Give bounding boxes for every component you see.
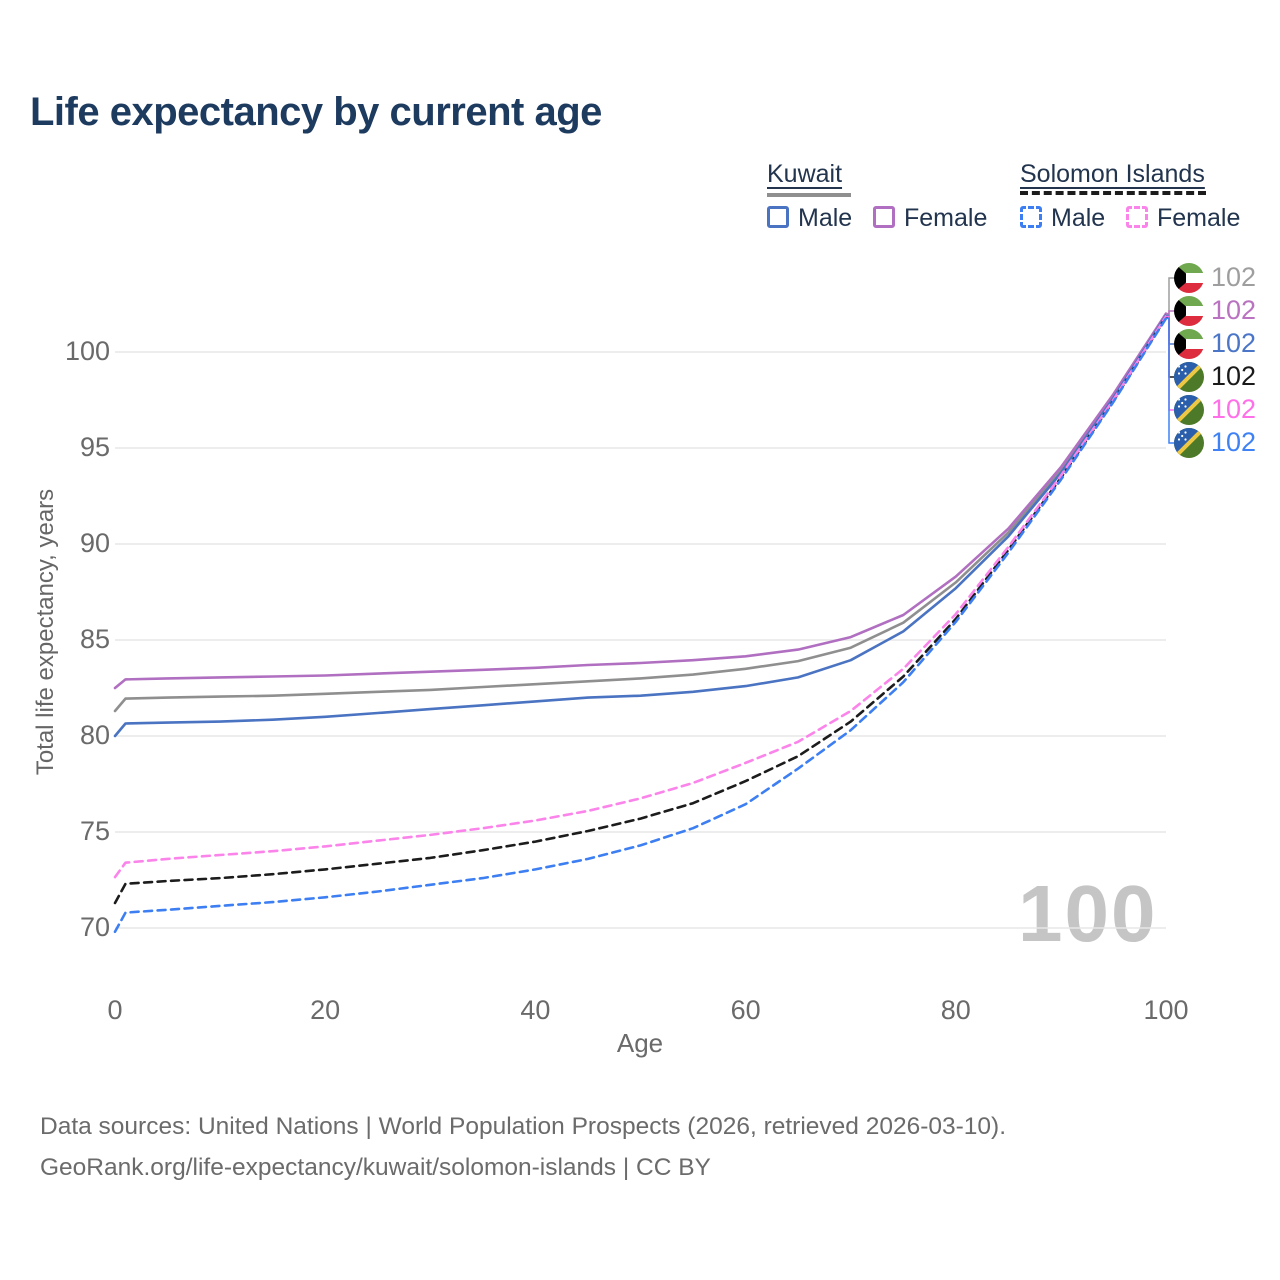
solomon-islands-flag-icon bbox=[1174, 395, 1204, 425]
series-line-kuwait-both-sexes bbox=[113, 313, 1168, 713]
end-label-flag bbox=[1174, 329, 1204, 359]
x-tick-label-80: 80 bbox=[940, 995, 971, 1025]
legend-checkbox-solomon-female[interactable] bbox=[1126, 206, 1148, 228]
end-value-label: 102 bbox=[1211, 295, 1257, 325]
y-tick-label-90: 90 bbox=[79, 528, 110, 558]
end-label-connector bbox=[1166, 314, 1174, 345]
solomon-islands-flag-icon bbox=[1174, 428, 1204, 458]
end-value-label: 102 bbox=[1211, 427, 1257, 457]
data-sources-line: Data sources: United Nations | World Pop… bbox=[40, 1113, 1007, 1140]
legend-kuwait-line-swatch bbox=[767, 193, 851, 197]
attribution-line: GeoRank.org/life-expectancy/kuwait/solom… bbox=[40, 1154, 711, 1181]
end-label-connector bbox=[1166, 277, 1174, 316]
footer: Data sources: United Nations | World Pop… bbox=[40, 1106, 1006, 1188]
kuwait-flag-icon bbox=[1174, 296, 1204, 326]
y-tick-label-75: 75 bbox=[79, 816, 110, 846]
series-line-solomon-islands-male bbox=[113, 317, 1168, 934]
solomon-islands-flag-icon bbox=[1174, 362, 1204, 392]
series-line-kuwait-female bbox=[113, 312, 1168, 690]
end-label-connector bbox=[1166, 316, 1174, 378]
legend-country-kuwait[interactable]: Kuwait bbox=[767, 160, 843, 188]
series-line-kuwait-male bbox=[113, 314, 1168, 738]
x-tick-label-100: 100 bbox=[1143, 995, 1189, 1025]
kuwait-flag-icon bbox=[1174, 263, 1204, 293]
y-tick-label-95: 95 bbox=[79, 432, 110, 462]
age-watermark: 100 bbox=[1018, 869, 1158, 958]
kuwait-flag-icon bbox=[1174, 329, 1204, 359]
y-tick-label-70: 70 bbox=[79, 912, 110, 942]
y-tick-label-85: 85 bbox=[79, 624, 110, 654]
y-tick-label-100: 100 bbox=[64, 336, 110, 366]
legend-checkbox-kuwait-male[interactable] bbox=[767, 206, 789, 228]
end-label-connector bbox=[1166, 315, 1174, 411]
legend-label-solomon-female[interactable]: Female bbox=[1157, 204, 1241, 232]
series-line-solomon-islands-female bbox=[113, 315, 1168, 879]
end-label-connector bbox=[1166, 317, 1174, 444]
x-tick-label-0: 0 bbox=[107, 995, 123, 1025]
end-label-connector bbox=[1166, 310, 1174, 315]
x-tick-label-60: 60 bbox=[730, 995, 761, 1025]
y-tick-label-80: 80 bbox=[79, 720, 110, 750]
x-tick-label-40: 40 bbox=[520, 995, 551, 1025]
end-label-flag bbox=[1174, 428, 1204, 458]
legend-label-solomon-male[interactable]: Male bbox=[1051, 204, 1106, 232]
legend-label-kuwait-male[interactable]: Male bbox=[798, 204, 853, 232]
end-label-flag bbox=[1174, 362, 1204, 392]
end-label-flag bbox=[1174, 395, 1204, 425]
legend-solomon-line-swatch bbox=[1020, 191, 1206, 195]
end-value-label: 102 bbox=[1211, 394, 1257, 424]
legend-checkbox-solomon-male[interactable] bbox=[1020, 206, 1042, 228]
legend-checkbox-kuwait-female[interactable] bbox=[873, 206, 895, 228]
legend-label-kuwait-female[interactable]: Female bbox=[904, 204, 988, 232]
end-value-label: 102 bbox=[1211, 262, 1257, 292]
x-tick-label-20: 20 bbox=[310, 995, 341, 1025]
end-label-flag bbox=[1174, 263, 1204, 293]
series-line-solomon-islands-both-sexes bbox=[113, 316, 1168, 905]
page-title: Life expectancy by current age bbox=[30, 90, 602, 134]
x-axis-title: Age bbox=[616, 1028, 664, 1058]
end-value-label: 102 bbox=[1211, 361, 1257, 391]
end-label-flag bbox=[1174, 296, 1204, 326]
legend-country-solomon-islands[interactable]: Solomon Islands bbox=[1020, 160, 1205, 188]
end-value-label: 102 bbox=[1211, 328, 1257, 358]
